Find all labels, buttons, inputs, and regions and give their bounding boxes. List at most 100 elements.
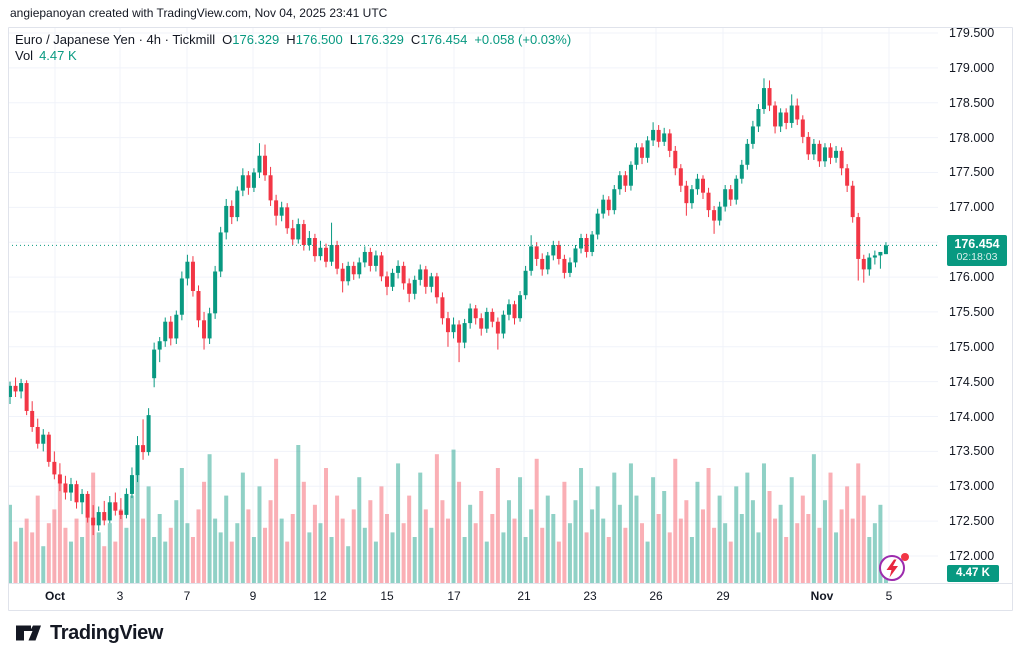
candle-body bbox=[407, 283, 412, 294]
candle-body bbox=[146, 415, 151, 453]
volume-bar bbox=[623, 527, 628, 583]
flash-icon[interactable] bbox=[877, 551, 911, 583]
volume-bar bbox=[534, 458, 539, 583]
candle-body bbox=[678, 168, 683, 186]
candle-body bbox=[423, 269, 428, 287]
low-label: L bbox=[349, 32, 357, 47]
volume-bar bbox=[457, 481, 462, 583]
candle-body bbox=[701, 178, 705, 193]
candle-body bbox=[468, 308, 473, 324]
volume-bar bbox=[318, 523, 323, 583]
tradingview-logo[interactable]: TradingView bbox=[14, 620, 163, 646]
candle-body bbox=[495, 321, 500, 334]
volume-bar bbox=[423, 509, 428, 583]
volume-bar bbox=[667, 532, 672, 583]
candle-body bbox=[80, 493, 85, 503]
time-tick: 12 bbox=[313, 589, 327, 603]
candle-body bbox=[867, 257, 872, 270]
candle-body bbox=[251, 172, 256, 188]
current-price-value: 176.454 bbox=[954, 237, 1000, 252]
close-label: C bbox=[410, 32, 421, 47]
candle-body bbox=[595, 213, 600, 235]
volume-bar bbox=[495, 468, 500, 583]
time-axis[interactable]: Oct 3 7 9 12 15 17 21 23 26 29 Nov 5 bbox=[8, 584, 1013, 610]
volume-bar bbox=[634, 495, 639, 583]
volume-bar bbox=[285, 541, 290, 583]
price-tick: 176.000 bbox=[949, 270, 995, 285]
volume-bar bbox=[451, 449, 456, 583]
volume-bar bbox=[445, 518, 450, 583]
volume-bar bbox=[52, 509, 57, 583]
candle-body bbox=[778, 112, 783, 127]
candle-body bbox=[179, 278, 184, 315]
chart-widget: angiepanoyan created with TradingView.co… bbox=[0, 0, 1024, 644]
candle-body bbox=[784, 112, 789, 123]
volume-bar bbox=[778, 504, 783, 583]
volume-bar bbox=[407, 495, 412, 583]
volume-bar bbox=[728, 541, 733, 583]
volume-bar bbox=[850, 518, 855, 583]
candle-body bbox=[534, 246, 539, 259]
volume-bar bbox=[429, 527, 434, 583]
price-chart-canvas[interactable] bbox=[0, 0, 1024, 612]
volume-bar bbox=[590, 509, 595, 583]
candle-body bbox=[822, 147, 827, 162]
candle-body bbox=[185, 261, 190, 279]
volume-bar bbox=[462, 537, 467, 583]
candle-body bbox=[628, 164, 633, 186]
volume-bar bbox=[434, 454, 439, 583]
candle-body bbox=[229, 205, 234, 218]
candle-body bbox=[357, 262, 362, 275]
candle-body bbox=[290, 228, 295, 240]
candle-body bbox=[24, 383, 29, 411]
candle-body bbox=[8, 385, 12, 398]
volume-bar bbox=[756, 532, 761, 583]
candle-body bbox=[856, 217, 861, 259]
high-label: H bbox=[286, 32, 296, 47]
candle-body bbox=[396, 265, 401, 273]
volume-bar bbox=[190, 537, 195, 583]
time-tick: 17 bbox=[447, 589, 461, 603]
volume-bar bbox=[723, 523, 728, 583]
volume-bar bbox=[157, 514, 162, 583]
open-value: 176.329 bbox=[232, 32, 280, 47]
volume-bar bbox=[213, 518, 218, 583]
low-value: 176.329 bbox=[356, 32, 404, 47]
volume-bar bbox=[390, 532, 395, 583]
candle-body bbox=[850, 185, 855, 218]
volume-bar bbox=[673, 458, 678, 583]
volume-bar bbox=[750, 500, 755, 583]
candle-body bbox=[523, 270, 528, 296]
candle-body bbox=[529, 246, 534, 271]
volume-bar bbox=[617, 504, 622, 583]
volume-bar bbox=[773, 518, 778, 583]
volume-bar bbox=[839, 509, 844, 583]
volume-bar bbox=[501, 532, 506, 583]
time-tick: 21 bbox=[517, 589, 531, 603]
candle-body bbox=[883, 245, 888, 255]
candle-body bbox=[706, 192, 711, 211]
volume-bar bbox=[179, 468, 184, 583]
volume-bar bbox=[13, 541, 18, 583]
volume-bar bbox=[523, 537, 528, 583]
volume-bar bbox=[240, 472, 245, 583]
time-tick: 9 bbox=[249, 589, 257, 603]
price-tick: 178.000 bbox=[949, 130, 995, 145]
time-tick: 3 bbox=[116, 589, 124, 603]
volume-bar bbox=[196, 509, 201, 583]
volume-bar bbox=[146, 486, 151, 583]
candle-body bbox=[584, 238, 589, 252]
candle-body bbox=[118, 510, 123, 515]
candle-body bbox=[74, 484, 79, 503]
volume-bar bbox=[35, 495, 40, 583]
candle-body bbox=[434, 276, 439, 298]
price-axis[interactable]: 179.500 179.000 178.500 178.000 177.500 177.0… bbox=[940, 26, 1013, 583]
volume-bar bbox=[401, 523, 406, 583]
candle-body bbox=[296, 224, 301, 240]
close-value: 176.454 bbox=[420, 32, 468, 47]
candle-body bbox=[13, 385, 18, 392]
volume-bar bbox=[24, 518, 29, 583]
candle-body bbox=[861, 258, 866, 270]
volume-bar bbox=[263, 527, 268, 583]
candle-body bbox=[85, 493, 90, 518]
